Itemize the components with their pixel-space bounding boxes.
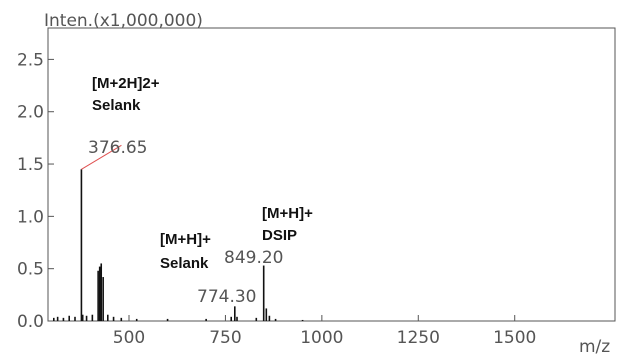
- x-tick-label: 500: [113, 328, 145, 348]
- annotation-selank-2h-line2: Selank: [92, 97, 141, 114]
- callout-line-376: [81, 144, 122, 170]
- annotation-selank-h-line2: Selank: [160, 255, 209, 272]
- y-axis-title: Inten.(x1,000,000): [44, 11, 203, 31]
- y-tick-label: 0.0: [17, 312, 44, 332]
- x-tick-label: 1500: [493, 328, 536, 348]
- x-axis: 500 750 1000 1250 1500: [113, 315, 536, 348]
- x-axis-title: m/z: [579, 337, 610, 357]
- annotation-selank-2h-line1: [M+2H]2+: [92, 75, 160, 92]
- y-tick-label: 1.0: [17, 207, 44, 227]
- y-tick-label: 0.5: [17, 260, 44, 280]
- x-tick-label: 1250: [397, 328, 440, 348]
- peak-callouts: [81, 144, 122, 170]
- y-tick-label: 2.0: [17, 103, 44, 123]
- annotation-dsip-line1: [M+H]+: [262, 205, 313, 222]
- annotation-selank-h-line1: [M+H]+: [160, 231, 211, 248]
- peak-label-774: 774.30: [197, 287, 256, 307]
- x-tick-label: 750: [209, 328, 241, 348]
- peak-label-376: 376.65: [88, 138, 147, 158]
- y-axis: 0.0 0.5 1.0 1.5 2.0 2.5: [17, 50, 54, 332]
- y-tick-label: 1.5: [17, 155, 44, 175]
- x-tick-label: 1000: [300, 328, 343, 348]
- annotation-dsip-line2: DSIP: [262, 227, 297, 244]
- plot-frame: [47, 27, 616, 322]
- peak-series: [52, 169, 304, 321]
- y-tick-label: 2.5: [17, 50, 44, 70]
- peak-label-849: 849.20: [224, 248, 283, 268]
